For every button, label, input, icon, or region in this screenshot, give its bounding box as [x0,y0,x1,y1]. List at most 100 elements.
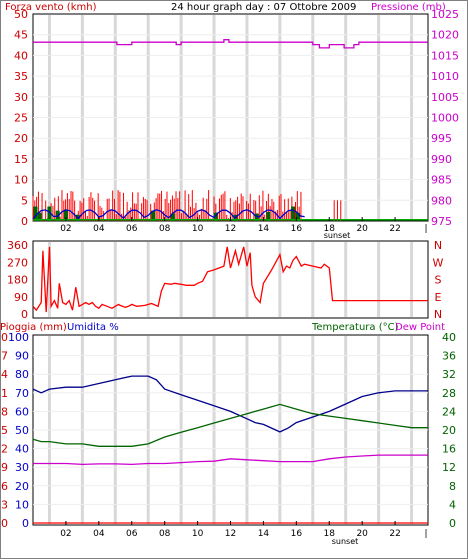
direction-tick-label: 180 [7,274,28,287]
gridlines [33,336,428,524]
gust-bar [170,213,175,221]
right-tick-label: 990 [431,153,452,166]
x-tick-label: 18 [324,224,336,234]
right-tick-label: 1005 [431,91,459,104]
temp-axis-title: Temperatura (°C) [311,322,399,333]
right-axis-title: Pressione (mb) [371,2,446,13]
humidity-tick-label: 60 [15,405,29,418]
x-tick-label: 16 [291,529,303,539]
left-tick-label: 30 [14,91,28,104]
chart-title: 24 hour graph day : 07 Ottobre 2009 [171,2,356,13]
humidity-tick-label: 0 [22,517,29,530]
x-tick-label: 20 [356,224,368,234]
gust-bar [33,206,38,221]
rain-tick-label: 3 [1,498,8,511]
x-tick-label: 08 [159,529,171,539]
left-tick-label: 15 [14,153,28,166]
x-tick-label: 16 [291,224,303,234]
series-lines [32,246,428,313]
axis-labels: 0510152025303540455097598098599099510001… [14,8,459,234]
x-tick-label: 14 [258,224,270,234]
right-tick-label: 1015 [431,49,459,62]
rain-axis-title: Pioggia (mm) [0,322,67,333]
rain-tick-label: 15 [0,424,8,437]
left-tick-label: 35 [14,70,28,83]
plot-area-middle [32,240,429,319]
humidity-tick-label: 50 [15,424,29,437]
humidity-tick-label: 100 [8,331,29,344]
temp-tick-label: 0 [449,517,456,530]
rain-tick-label: 30 [0,331,8,344]
gust-bar [295,212,300,221]
compass-label: S [435,274,442,287]
rain-tick-label: 12 [0,443,8,456]
compass-label: E [435,291,442,304]
direction-tick-label: 90 [14,291,28,304]
gust-bar [254,213,259,221]
sunset-label: sunset [324,231,351,240]
x-tick-label: 10 [192,224,204,234]
temp-tick-label: 8 [449,480,456,493]
temp-tick-label: 12 [442,461,456,474]
x-tick-label: 02 [60,529,71,539]
temp-tick-label: 32 [442,368,456,381]
left-tick-label: 10 [14,174,28,187]
humidity-axis-title: Umidita % [67,322,119,333]
humidity-tick-label: 10 [15,498,29,511]
x-tick-label: 04 [93,224,105,234]
left-tick-label: 40 [14,49,28,62]
humidity-tick-label: 90 [15,350,29,363]
dew-axis-title: Dew Point [395,322,445,333]
gust-bar [266,211,271,221]
x-tick-label: 06 [126,529,138,539]
humidity-tick-label: 30 [15,461,29,474]
temp-tick-label: 36 [442,350,456,363]
direction-tick-label: 0 [21,308,28,321]
rain-tick-label: 24 [0,368,8,381]
wind-pressure-panel: Forza vento (kmh) 24 hour graph day : 07… [5,2,459,240]
left-tick-label: 25 [14,112,28,125]
rain-humidity-temp-panel: Pioggia (mm) Umidita % Temperatura (°C) … [0,322,456,546]
right-tick-label: 985 [431,174,452,187]
right-tick-label: 1010 [431,70,459,83]
x-tick-label: 12 [225,224,236,234]
right-tick-label: 1025 [431,8,459,21]
rain-tick-label: 18 [0,405,8,418]
x-end-tick: | [424,529,427,539]
right-tick-label: 980 [431,194,452,207]
compass-label: N [434,239,442,252]
right-tick-label: 1000 [431,112,459,125]
rain-tick-label: 9 [1,461,8,474]
x-tick-label: 04 [93,529,105,539]
right-tick-label: 1020 [431,29,459,42]
temperature-line [32,403,428,447]
humidity-line [32,375,428,433]
temp-tick-label: 40 [442,331,456,344]
humidity-tick-label: 20 [15,480,29,493]
humidity-tick-label: 40 [15,443,29,456]
left-axis-title: Forza vento (kmh) [5,2,97,13]
axis-labels: 0369121518212427300102030405060708090100… [0,331,456,539]
temp-tick-label: 16 [442,443,456,456]
direction-tick-label: 270 [7,256,28,269]
gust-bar [151,210,156,221]
dewpoint-line [33,454,428,466]
x-tick-label: 02 [60,224,71,234]
x-tick-label: 20 [356,529,368,539]
x-end-tick: | [424,224,427,234]
temp-tick-label: 24 [442,405,456,418]
left-tick-label: 50 [14,8,28,21]
right-tick-label: 995 [431,132,452,145]
wind-direction-line [32,246,428,313]
x-tick-label: 14 [258,529,270,539]
rain-tick-label: 27 [0,350,8,363]
temp-tick-label: 28 [442,387,456,400]
gust-bar [47,206,52,221]
x-tick-label: 08 [159,224,171,234]
x-tick-label: 10 [192,529,204,539]
gust-bar [291,206,296,221]
pressure-line [33,39,428,49]
humidity-tick-label: 70 [15,387,29,400]
